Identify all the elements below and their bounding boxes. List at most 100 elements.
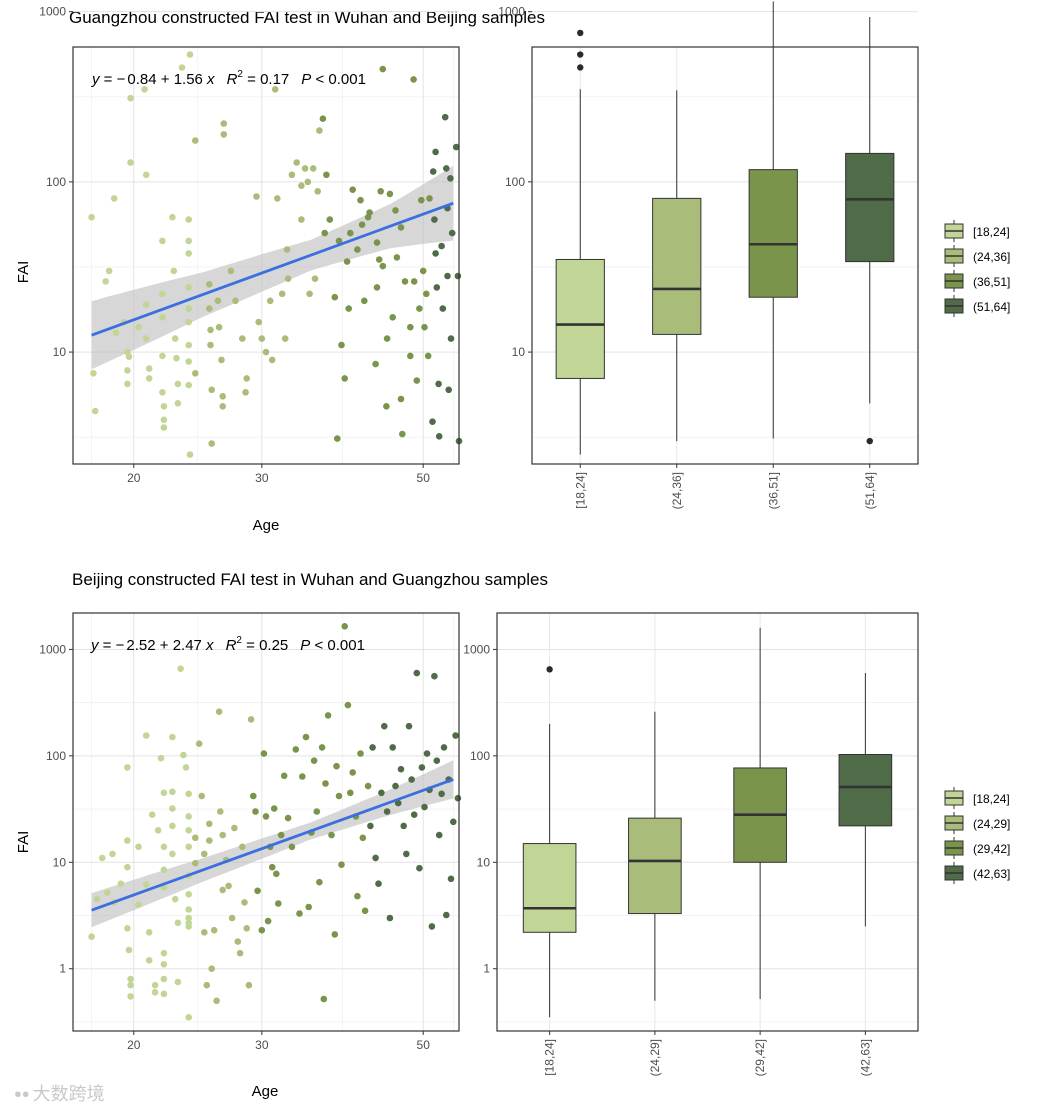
x-tick-label: 20	[127, 471, 141, 485]
data-point	[260, 750, 268, 757]
data-point	[354, 892, 361, 900]
y-axis-label: FAI	[15, 261, 32, 284]
legend-label: (24,36]	[973, 250, 1010, 264]
legend-label: [18,24]	[973, 225, 1010, 239]
y-tick-label: 1	[59, 962, 66, 976]
data-point	[367, 822, 374, 830]
data-point	[433, 284, 441, 291]
x-tick-label: (51,64]	[863, 472, 877, 509]
data-point	[185, 827, 192, 834]
data-point	[281, 335, 289, 342]
section-title-2: Beijing constructed FAI test in Wuhan an…	[72, 570, 548, 589]
data-point	[439, 305, 447, 312]
data-point	[306, 290, 313, 298]
data-point	[310, 757, 318, 764]
data-point	[435, 433, 443, 440]
data-point	[389, 314, 397, 321]
data-point	[185, 790, 192, 798]
panel-border	[72, 46, 460, 465]
y-tick-label: 1000	[498, 5, 525, 19]
data-point	[220, 120, 228, 127]
data-point	[408, 776, 415, 783]
data-point	[201, 850, 208, 858]
data-point	[379, 262, 387, 270]
outlier-point	[546, 666, 553, 673]
data-point	[169, 805, 176, 812]
x-ticks: 20 30 50	[127, 464, 430, 485]
legend: [18,24] (24,29] (29,42] (42,63]	[944, 787, 1010, 884]
data-point	[124, 367, 131, 374]
x-ticks: 20 30 50	[127, 1031, 430, 1052]
data-point	[423, 290, 430, 298]
data-point	[400, 822, 408, 830]
data-point	[102, 278, 109, 285]
data-point	[335, 792, 343, 800]
data-point	[117, 880, 125, 887]
data-point	[160, 416, 168, 424]
y-tick-label: 100	[46, 749, 66, 763]
data-point	[262, 813, 270, 820]
data-point	[239, 843, 246, 851]
data-point	[208, 965, 215, 972]
data-point	[228, 914, 236, 922]
data-point	[170, 267, 178, 275]
data-point	[135, 843, 142, 851]
data-point	[91, 407, 99, 415]
data-point	[318, 744, 326, 751]
data-point	[208, 386, 215, 394]
panel-border	[496, 612, 919, 1032]
data-point	[185, 1014, 192, 1021]
data-point	[198, 792, 205, 800]
data-point	[407, 352, 414, 360]
y-tick-label: 1	[483, 962, 490, 976]
data-point	[227, 267, 235, 275]
x-tick-label: 20	[127, 1038, 141, 1052]
data-point	[241, 899, 248, 906]
data-point	[429, 418, 436, 426]
outlier-point	[577, 51, 584, 58]
x-ticks: [18,24] (24,29] (29,42] (42,63]	[543, 1031, 872, 1076]
data-point	[173, 354, 180, 362]
data-point	[142, 335, 150, 342]
data-point	[253, 193, 260, 200]
data-point	[174, 400, 182, 407]
data-point	[268, 863, 276, 871]
data-point	[232, 297, 239, 305]
data-point	[98, 854, 106, 862]
data-point	[298, 216, 305, 223]
x-tick-label: (24,29]	[648, 1039, 662, 1076]
y-tick-label: 1000	[463, 642, 490, 656]
data-point	[145, 929, 153, 936]
data-point	[192, 137, 199, 144]
data-point	[145, 365, 153, 372]
data-point	[435, 380, 442, 388]
data-point	[304, 178, 312, 186]
data-point	[426, 195, 433, 202]
y-tick-label: 10	[512, 345, 526, 359]
data-point	[185, 843, 192, 851]
data-point	[124, 837, 131, 844]
data-point	[372, 360, 379, 368]
data-point	[169, 213, 176, 221]
data-point	[373, 284, 381, 291]
data-point	[418, 764, 426, 771]
data-point	[284, 814, 292, 822]
data-point	[177, 665, 184, 672]
data-point	[375, 880, 382, 887]
data-point	[377, 188, 385, 195]
data-point	[160, 403, 168, 410]
data-point	[182, 764, 190, 771]
data-point	[447, 335, 455, 342]
data-point	[375, 256, 383, 263]
data-point	[410, 811, 418, 818]
data-point	[255, 318, 262, 326]
data-point	[347, 789, 354, 797]
section-title-1: Guangzhou constructed FAI test in Wuhan …	[69, 8, 545, 27]
data-point	[343, 258, 351, 265]
data-point	[159, 314, 166, 321]
data-point	[324, 712, 332, 719]
data-point	[413, 377, 421, 384]
data-point	[432, 148, 439, 156]
data-point	[192, 370, 199, 377]
data-point	[90, 370, 97, 377]
